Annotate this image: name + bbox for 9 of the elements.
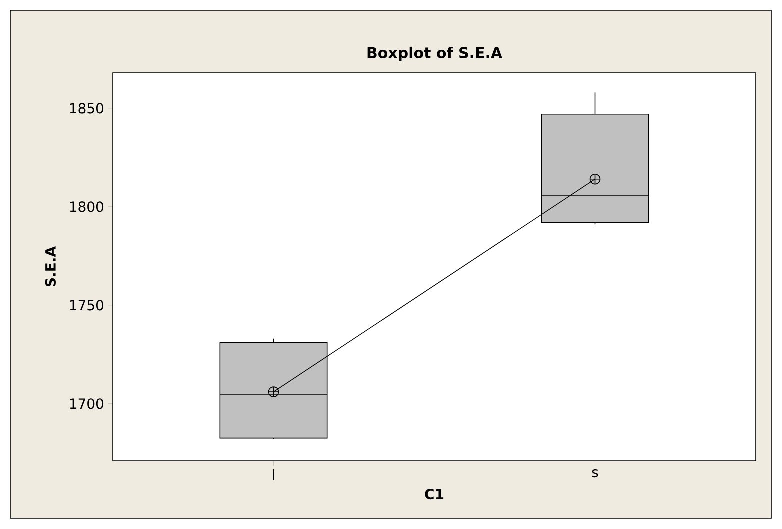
y-tick-label: 1850 [70,103,104,114]
x-tick-label: s [592,470,598,478]
x-axis-title: C1 [425,489,444,500]
x-tick-label: l [273,470,274,480]
y-tick-label: 1800 [70,202,104,212]
y-tick-label: 1750 [70,300,104,311]
y-axis-title: S.E.A [45,246,56,287]
y-tick-label: 1700 [70,398,104,410]
chart-title: Boxplot of S.E.A [368,46,502,62]
